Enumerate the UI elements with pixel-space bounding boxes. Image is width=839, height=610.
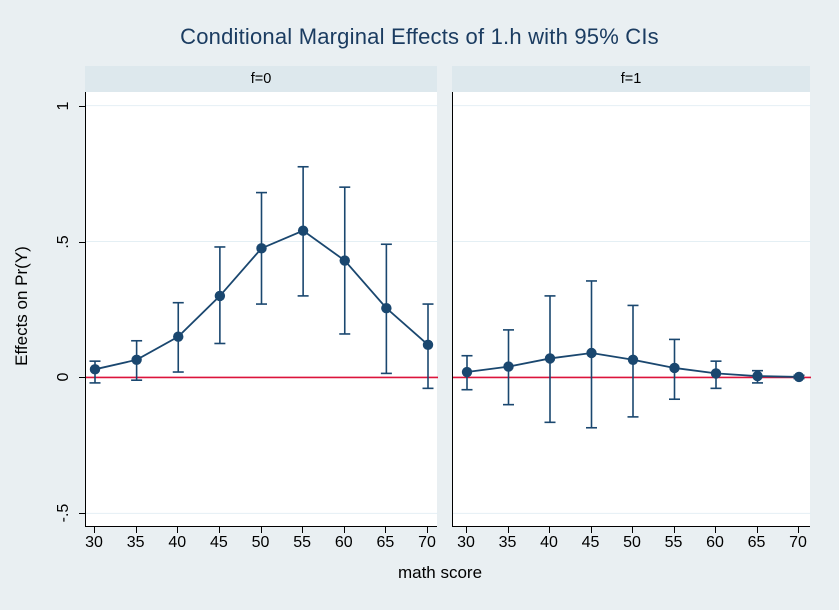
panel-f1-header: f=1 [452, 66, 810, 92]
x-tick-label: 60 [706, 534, 724, 551]
x-tick-label: 65 [747, 534, 766, 551]
x-tick-label: 55 [293, 534, 312, 551]
x-tick-label: 40 [540, 534, 558, 551]
data-point-marker [793, 371, 805, 383]
x-tick-label: 70 [418, 534, 436, 551]
y-tick-label: -.5 [55, 504, 72, 523]
x-tick-label: 70 [789, 534, 807, 551]
x-tick [632, 527, 633, 533]
x-tick [218, 527, 220, 533]
x-tick-label: 40 [168, 534, 187, 551]
panel-f1: f=1 [452, 66, 811, 527]
x-tick-label: 65 [376, 534, 395, 551]
panel-plot-svg [86, 105, 438, 514]
x-tick-label: 60 [334, 534, 353, 551]
x-axis-title: math score [397, 563, 483, 582]
y-tick-label: .5 [55, 234, 72, 249]
data-point-marker [173, 331, 184, 342]
x-tick [302, 527, 304, 533]
data-point-marker [89, 364, 101, 375]
y-tick [79, 377, 85, 379]
x-tick-label: 50 [623, 534, 641, 551]
panel-plot-svg [453, 105, 811, 514]
data-point-marker [214, 290, 226, 302]
y-axis-title: Effects on Pr(Y) [12, 246, 31, 366]
x-tick-label: 35 [498, 534, 517, 551]
data-point-marker [586, 347, 597, 359]
data-point-marker [461, 366, 473, 378]
panel-f0-label: f=0 [250, 71, 272, 87]
x-tick-label: 30 [457, 534, 475, 551]
panel-f0-header: f=0 [85, 66, 437, 92]
x-tick [798, 527, 799, 533]
data-point-marker [131, 354, 142, 365]
data-point-marker [752, 370, 763, 382]
data-point-marker [503, 361, 514, 372]
x-tick [177, 527, 179, 533]
x-tick [94, 527, 95, 533]
x-tick [343, 527, 345, 533]
x-tick-label: 50 [251, 534, 270, 551]
y-tick-label: 0 [55, 373, 72, 382]
y-tick [79, 513, 85, 515]
y-tick [79, 241, 85, 243]
x-tick-label: 45 [209, 534, 228, 551]
panel-f1-plot-area [452, 92, 811, 527]
y-tick [79, 105, 85, 107]
panel-f1-label: f=1 [620, 71, 642, 87]
data-point-marker [381, 302, 392, 314]
x-tick [590, 527, 592, 533]
x-tick-label: 30 [85, 534, 103, 551]
x-tick [673, 527, 675, 533]
data-point-marker [422, 339, 434, 351]
data-point-marker [669, 362, 680, 374]
data-point-marker [710, 368, 722, 379]
x-tick [507, 527, 509, 533]
panel-f0-plot-area [85, 92, 438, 527]
panel-f0: f=0 [85, 66, 438, 527]
x-tick [466, 527, 467, 533]
x-tick-label: 45 [581, 534, 600, 551]
x-tick [549, 527, 550, 533]
data-point-marker [544, 353, 556, 364]
x-tick [135, 527, 137, 533]
chart-title: Conditional Marginal Effects of 1.h with… [180, 24, 659, 49]
x-tick [715, 527, 716, 533]
x-tick-label: 55 [664, 534, 683, 551]
data-point-marker [256, 243, 267, 254]
x-tick [427, 527, 428, 533]
x-tick [756, 527, 758, 533]
data-point-marker [627, 354, 639, 365]
y-tick-label: 1 [55, 101, 72, 111]
x-tick [385, 527, 387, 533]
data-point-marker [339, 255, 350, 266]
data-point-marker [297, 225, 309, 236]
x-tick-label: 35 [126, 534, 145, 551]
x-tick [260, 527, 262, 533]
